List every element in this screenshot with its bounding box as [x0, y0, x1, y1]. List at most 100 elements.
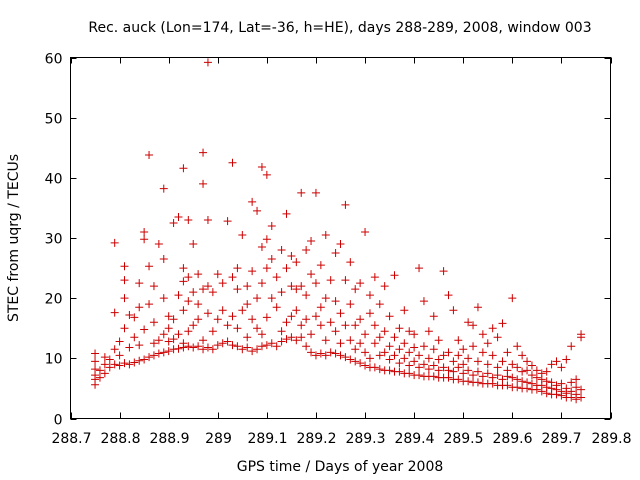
data-point: [513, 363, 522, 372]
data-point: [488, 373, 497, 382]
data-point: [213, 270, 222, 279]
data-point: [164, 324, 173, 333]
data-point: [282, 209, 291, 218]
data-point: [302, 315, 311, 324]
data-point: [149, 318, 158, 327]
data-point: [542, 377, 551, 386]
data-point: [272, 342, 281, 351]
data-point: [424, 327, 433, 336]
data-point: [572, 383, 581, 392]
data-point: [365, 291, 374, 300]
y-tick-label: 40: [45, 172, 63, 188]
data-point: [395, 359, 404, 368]
x-axis-label: GPS time / Days of year 2008: [237, 459, 444, 475]
data-point: [478, 348, 487, 357]
data-point: [454, 375, 463, 384]
data-point: [253, 324, 262, 333]
data-point: [370, 339, 379, 348]
data-point: [341, 321, 350, 330]
data-point: [508, 294, 517, 303]
data-point: [439, 363, 448, 372]
data-point: [577, 393, 586, 402]
data-point: [203, 215, 212, 224]
x-tick-label: 289.4: [394, 431, 434, 447]
data-point: [527, 379, 536, 388]
data-point: [321, 336, 330, 345]
data-point: [498, 319, 507, 328]
data-point: [380, 282, 389, 291]
data-point: [424, 365, 433, 374]
data-point: [311, 312, 320, 321]
data-point: [189, 288, 198, 297]
data-point: [429, 372, 438, 381]
data-point: [120, 324, 129, 333]
data-point: [179, 339, 188, 348]
data-point: [199, 345, 208, 354]
data-point: [429, 345, 438, 354]
data-point: [164, 347, 173, 356]
data-point: [321, 230, 330, 239]
data-point: [375, 351, 384, 360]
data-point: [262, 313, 271, 322]
data-point: [483, 339, 492, 348]
data-point: [459, 360, 468, 369]
data-point: [159, 255, 168, 264]
y-tick-label: 10: [45, 352, 63, 368]
data-point: [154, 349, 163, 358]
data-point: [513, 375, 522, 384]
data-point: [444, 348, 453, 357]
data-point: [194, 342, 203, 351]
data-point: [213, 341, 222, 350]
data-point: [292, 306, 301, 315]
data-point: [351, 285, 360, 294]
data-point: [149, 282, 158, 291]
data-point: [429, 312, 438, 321]
data-point: [488, 351, 497, 360]
data-point: [267, 221, 276, 230]
data-point: [95, 373, 104, 382]
data-point: [562, 355, 571, 364]
data-point: [199, 148, 208, 157]
data-point: [518, 377, 527, 386]
data-point: [513, 383, 522, 392]
y-axis-label: STEC from uqrg / TECUs: [6, 154, 22, 322]
data-point: [532, 366, 541, 375]
plot-frame: [70, 57, 611, 419]
data-point: [439, 267, 448, 276]
data-point: [277, 288, 286, 297]
data-point: [253, 206, 262, 215]
y-tick-label: 20: [45, 292, 63, 308]
data-point: [518, 351, 527, 360]
data-point: [125, 360, 134, 369]
data-point: [223, 217, 232, 226]
x-tick-label: 289: [205, 431, 232, 447]
data-point: [316, 349, 325, 358]
x-axis: 288.7 288.8 288.9 289 289.1 289.2 289.3 289.4 28…: [51, 57, 632, 447]
data-point: [400, 339, 409, 348]
data-point: [552, 357, 561, 366]
data-point: [321, 351, 330, 360]
data-point: [370, 273, 379, 282]
data-point: [469, 371, 478, 380]
data-point: [248, 315, 257, 324]
data-point: [419, 297, 428, 306]
data-point: [449, 306, 458, 315]
data-point: [557, 387, 566, 396]
data-point: [228, 341, 237, 350]
data-point: [370, 321, 379, 330]
data-point: [159, 348, 168, 357]
data-point: [282, 264, 291, 273]
data-point: [503, 366, 512, 375]
data-point: [307, 348, 316, 357]
data-point: [434, 336, 443, 345]
data-point: [149, 351, 158, 360]
data-point: [395, 324, 404, 333]
data-point: [199, 179, 208, 188]
data-point: [380, 348, 389, 357]
data-point: [115, 351, 124, 360]
data-point: [110, 238, 119, 247]
data-point: [164, 337, 173, 346]
data-point: [464, 354, 473, 363]
data-point: [429, 361, 438, 370]
data-point: [174, 344, 183, 353]
